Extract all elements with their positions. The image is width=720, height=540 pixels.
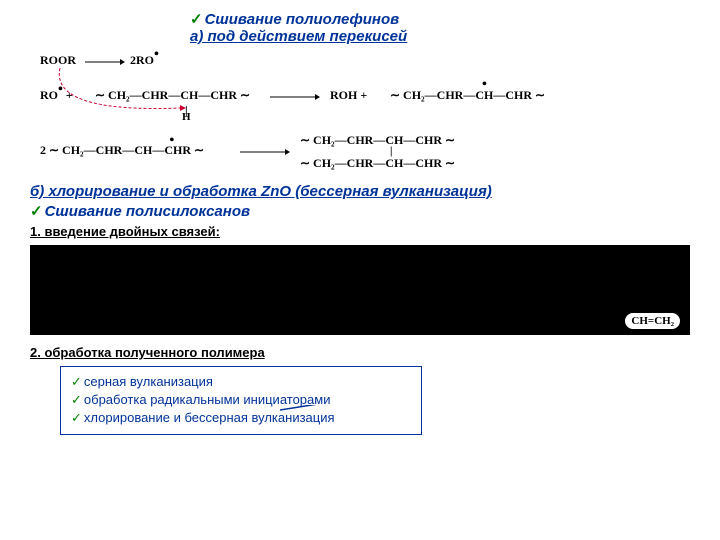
reaction-diagram: ROOR 2RO• RO• + ∼ CH₂―CHR―CH―CHR ∼ | H R…	[30, 53, 690, 173]
check-icon: ✓	[71, 374, 82, 389]
title-line-2: а) под действием перекисей	[190, 28, 690, 45]
title-block: ✓Сшивание полиолефинов а) под действием …	[190, 10, 690, 45]
title-line-1: ✓Сшивание полиолефинов	[190, 10, 690, 28]
arrow-icon	[270, 92, 320, 102]
box-line-1: ✓серная вулканизация	[71, 373, 411, 391]
red-arrow-icon	[50, 63, 250, 123]
r2-right2: ∼ CH₂―CHR―CH―CHR ∼	[390, 88, 545, 103]
section-b: б) хлорирование и обработка ZnO (бессерн…	[30, 183, 690, 200]
r2-right1: ROH +	[330, 88, 367, 103]
radical-dot: •	[169, 133, 174, 148]
check-icon: ✓	[30, 203, 43, 220]
check-icon: ✓	[71, 410, 82, 425]
r3-left: 2 ∼ CH₂―CHR―CH―CHR ∼	[40, 143, 204, 158]
title-text-1: Сшивание полиолефинов	[205, 11, 400, 28]
blue-arrow-icon	[280, 405, 480, 445]
radical-dot: •	[482, 77, 487, 92]
black-diagram-block: CH=CH₂	[30, 245, 690, 335]
r3-right-top: ∼ CH₂―CHR―CH―CHR ∼	[300, 133, 455, 148]
sub-heading-2: 2. обработка полученного полимера	[30, 345, 690, 360]
sub-heading-1: 1. введение двойных связей:	[30, 224, 690, 239]
check-icon: ✓	[190, 11, 203, 28]
section-c: ✓Сшивание полисилоксанов	[30, 202, 690, 220]
box-text-1: серная вулканизация	[84, 374, 213, 389]
section-c-text: Сшивание полисилоксанов	[45, 203, 250, 220]
ch-label: CH=CH₂	[625, 313, 680, 329]
check-icon: ✓	[71, 392, 82, 407]
r3-right-bot: ∼ CH₂―CHR―CH―CHR ∼	[300, 156, 455, 171]
arrow-icon	[240, 147, 290, 157]
